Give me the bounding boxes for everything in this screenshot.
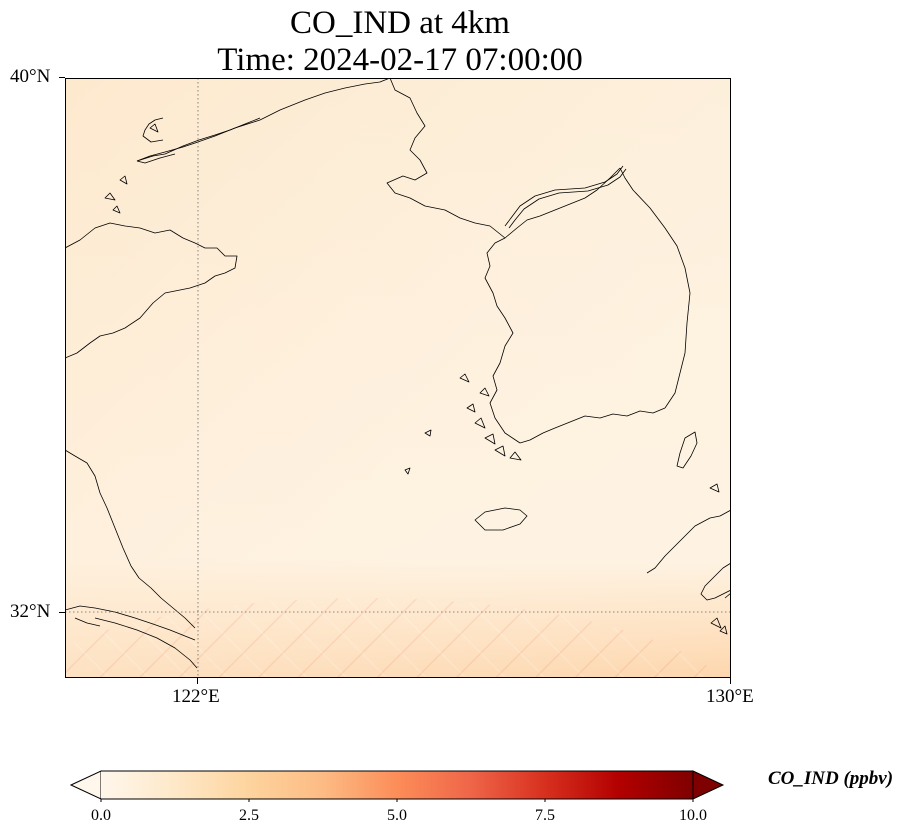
field-plume-texture [65, 598, 724, 678]
coast-nk-west [386, 78, 621, 239]
tick-lat-32 [59, 612, 65, 613]
coast-shandong [65, 222, 238, 359]
lat-label-32n: 32°N [10, 601, 51, 622]
colorbar-tick-5: 5.0 [387, 807, 407, 824]
map-title-line1: CO_IND at 4km [290, 5, 510, 41]
lat-label-40n: 40°N [10, 66, 51, 87]
tick-lon-130 [730, 678, 731, 684]
coastlines [65, 78, 731, 669]
dmz-line-b [508, 168, 627, 229]
islands-bohai [104, 123, 159, 214]
coast-korea-east [619, 167, 691, 409]
coast-korea-south [519, 407, 666, 444]
colorbar-gradient [101, 771, 693, 799]
tick-lat-40 [59, 77, 65, 78]
coast-kyushu [646, 509, 731, 601]
colorbar-tick-2-5: 2.5 [239, 807, 259, 824]
colorbar-tickmarks [100, 799, 694, 802]
map-canvas [65, 78, 731, 678]
map-title-line2: Time: 2024-02-17 07:00:00 [217, 42, 583, 78]
coast-tsushima [676, 431, 698, 469]
colorbar-min-extend [70, 770, 102, 800]
colorbar-tick-0: 0.0 [91, 807, 111, 824]
coast-jeju [474, 507, 528, 531]
colorbar-label: CO_IND (ppbv) [768, 768, 894, 789]
coast-liaodong-tip [136, 117, 261, 164]
colorbar-max-extend [692, 770, 725, 800]
coast-jiangsu [65, 449, 196, 629]
tick-lon-122 [197, 678, 198, 684]
lon-label-130e: 130°E [706, 686, 754, 707]
islands-sw-korea [404, 373, 522, 475]
colorbar-tick-10: 10.0 [679, 807, 707, 824]
map-panel [65, 78, 731, 678]
dmz-line-a [504, 165, 624, 227]
coast-yangtze-mouth [65, 605, 198, 669]
coast-korea-west [484, 237, 521, 444]
colorbar [70, 770, 725, 802]
lon-label-122e: 122°E [172, 686, 220, 707]
coast-liaodong [136, 78, 391, 162]
islands-kyushu [709, 483, 731, 635]
colorbar-tick-7-5: 7.5 [535, 807, 555, 824]
